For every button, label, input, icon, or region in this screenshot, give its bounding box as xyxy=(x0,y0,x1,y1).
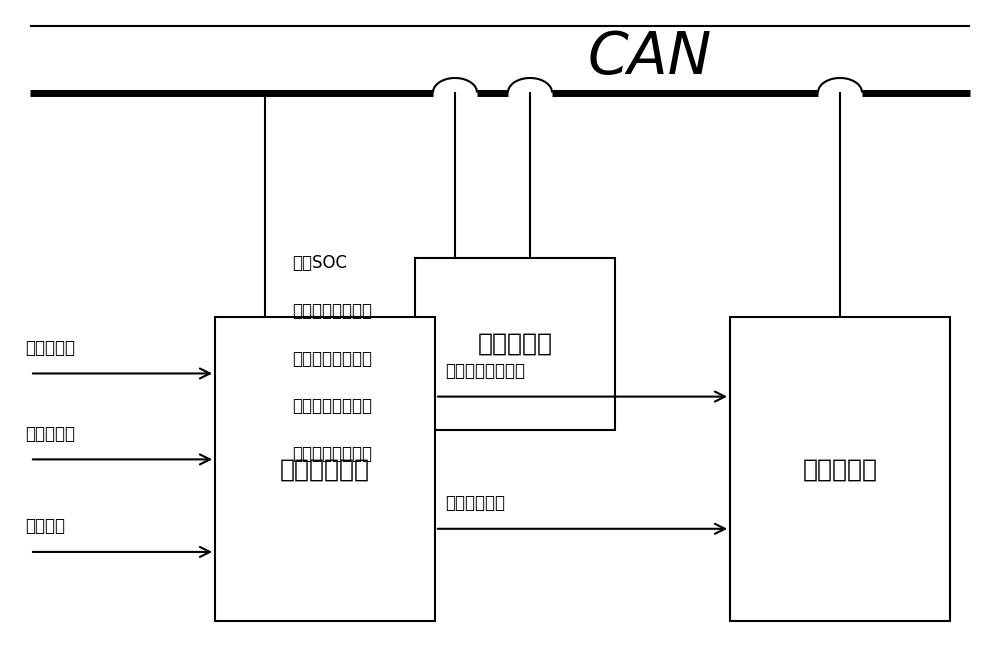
Text: 电池电流值: 电池电流值 xyxy=(25,339,75,357)
Text: 电池温度: 电池温度 xyxy=(25,518,65,535)
Bar xyxy=(215,317,435,621)
Text: 电池最大充电功率: 电池最大充电功率 xyxy=(292,445,372,463)
Text: 控制水循环开关阀: 控制水循环开关阀 xyxy=(445,362,525,380)
Text: 电池SOC: 电池SOC xyxy=(292,254,347,272)
Text: 电池最大放电功率: 电池最大放电功率 xyxy=(292,397,372,415)
Text: 控制冷却水泵: 控制冷却水泵 xyxy=(445,494,505,512)
Text: 电池电压值: 电池电压值 xyxy=(25,425,75,443)
Text: 电池管理系统: 电池管理系统 xyxy=(280,457,370,481)
Text: 电机控制器: 电机控制器 xyxy=(802,457,878,481)
Bar xyxy=(730,317,950,621)
Text: CAN: CAN xyxy=(588,29,712,86)
Text: 电池最大放电电流: 电池最大放电电流 xyxy=(292,302,372,320)
Bar xyxy=(415,258,615,430)
Text: 整车控制器: 整车控制器 xyxy=(478,332,552,356)
Text: 电池最大充电电流: 电池最大充电电流 xyxy=(292,350,372,368)
